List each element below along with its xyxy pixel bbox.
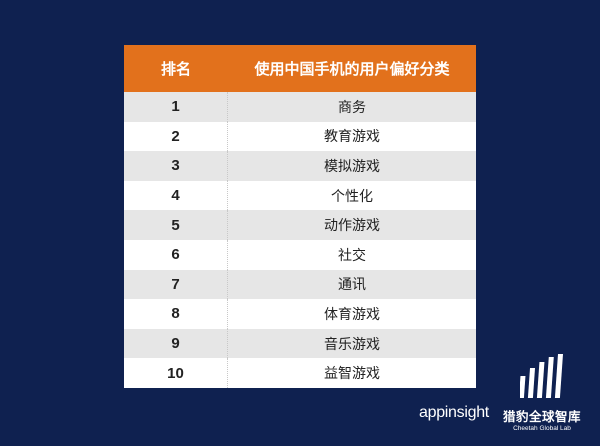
- cheetah-global-lab-logo: 猎豹全球智库 Cheetah Global Lab: [500, 354, 584, 432]
- cheetah-name-en: Cheetah Global Lab: [513, 425, 571, 432]
- table-row: 10 益智游戏: [124, 358, 476, 388]
- category-cell: 个性化: [331, 188, 373, 205]
- table-row: 3 模拟游戏: [124, 151, 476, 181]
- bar-chart-logo-icon: [518, 354, 563, 398]
- header-rank: 排名: [160, 60, 191, 78]
- rank-cell: 9: [124, 328, 228, 359]
- table-row: 4 个性化: [124, 180, 476, 211]
- header-category: 使用中国手机的用户偏好分类: [254, 60, 450, 78]
- cheetah-name-zh: 猎豹全球智库: [502, 409, 581, 424]
- rank-cell: 8: [124, 299, 228, 329]
- category-cell: 教育游戏: [324, 129, 380, 146]
- table-row: 5 动作游戏: [124, 210, 476, 240]
- rank-cell: 7: [124, 269, 228, 300]
- category-cell: 模拟游戏: [324, 158, 380, 175]
- table-row: 9 音乐游戏: [124, 328, 476, 359]
- category-cell: 通讯: [338, 277, 366, 294]
- table-row: 2 教育游戏: [124, 121, 476, 152]
- appinsight-logo: appinsight: [419, 404, 489, 421]
- rank-cell: 1: [124, 92, 228, 122]
- category-cell: 体育游戏: [324, 306, 380, 323]
- table-header: 排名 使用中国手机的用户偏好分类: [124, 45, 476, 92]
- table-row: 7 通讯: [124, 269, 476, 300]
- rank-cell: 4: [124, 180, 228, 211]
- category-cell: 动作游戏: [324, 218, 380, 235]
- table-row: 8 体育游戏: [124, 299, 476, 329]
- rank-cell: 10: [124, 358, 228, 388]
- rank-cell: 2: [124, 121, 228, 152]
- rank-cell: 5: [124, 210, 228, 240]
- category-cell: 社交: [338, 247, 366, 264]
- table-row: 6 社交: [124, 239, 476, 270]
- rank-cell: 6: [124, 239, 228, 270]
- table-row: 1 商务: [124, 92, 476, 122]
- rank-cell: 3: [124, 151, 228, 181]
- category-cell: 商务: [338, 99, 366, 116]
- ranking-table: 排名 使用中国手机的用户偏好分类 1 商务 2 教育游戏 3 模拟游戏 4 个性化 5 动作游戏 6…: [124, 45, 476, 388]
- category-cell: 益智游戏: [324, 366, 380, 383]
- category-cell: 音乐游戏: [324, 336, 380, 353]
